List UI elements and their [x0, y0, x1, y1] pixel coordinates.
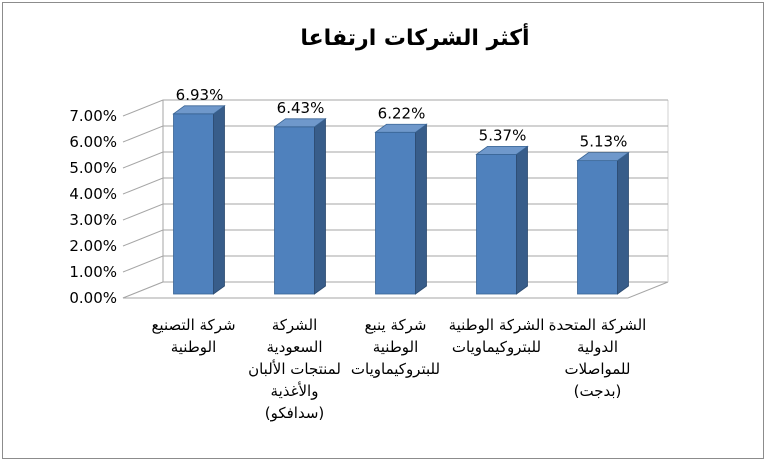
category-label-line: شركة ينبع [364, 316, 426, 334]
category-label-line: السعودية [266, 338, 322, 356]
category-label: الشركة السعودية لمنتجات الألبان والأغذية (سد… [248, 316, 341, 422]
data-label: 5.13% [580, 133, 628, 151]
bar-side [516, 145, 528, 295]
y-axis-ticks: 0.00% 1.00% 2.00% 3.00% 4.00% 5.00% 6.00% 7.00% [69, 107, 117, 307]
y-tick-label: 0.00% [69, 289, 117, 307]
data-label: 6.43% [277, 99, 325, 117]
bar-top [374, 123, 428, 133]
gridline [122, 125, 668, 143]
category-label-line: لمنتجات الألبان [248, 359, 341, 378]
chart-title: أكثر الشركات ارتفاعا [300, 22, 529, 51]
bars [172, 105, 630, 295]
bar-front [173, 113, 214, 295]
data-label: 5.37% [479, 126, 527, 144]
bar-front [577, 160, 618, 295]
category-label-line: (سدافكو) [265, 404, 325, 422]
category-labels: شركة التصنيع الوطنية الشركة السعودية لمنتجات… [151, 316, 646, 422]
category-label-line: للمواصلات [565, 360, 631, 378]
y-tick-label: 3.00% [69, 211, 117, 229]
bar-front [375, 131, 416, 295]
category-label: شركة ينبع الوطنية للبتروكيماويات [351, 316, 440, 378]
category-label-line: الوطنية [373, 338, 419, 356]
category-label-line: الشركة [272, 316, 318, 334]
y-tick-label: 5.00% [69, 159, 117, 177]
bar-side [415, 123, 427, 295]
bar-top [172, 105, 226, 115]
bar [172, 105, 226, 295]
side-wall-edge [122, 100, 164, 299]
bar [374, 123, 428, 295]
category-label: الشركة الوطنية للبتروكيماويات [449, 316, 545, 356]
y-tick-label: 7.00% [69, 107, 117, 125]
bar-top [273, 118, 327, 128]
category-label-line: الشركة الوطنية [449, 316, 545, 334]
category-label-line: للبتروكيماويات [351, 360, 440, 378]
y-tick-label: 4.00% [69, 185, 117, 203]
data-labels: 6.93% 6.43% 6.22% 5.37% 5.13% [176, 86, 628, 151]
category-label-line: والأغذية [271, 381, 319, 400]
bar [273, 118, 327, 295]
category-label-line: للبتروكيماويات [452, 338, 541, 356]
category-label-line: (بدجت) [574, 382, 622, 400]
bar-top [576, 152, 630, 162]
bar-side [617, 151, 629, 295]
category-label-line: الدولية [577, 338, 618, 356]
category-label: الشركة المتحدة الدولية للمواصلات (بدجت) [549, 316, 647, 400]
y-tick-label: 6.00% [69, 133, 117, 151]
category-label-line: الشركة المتحدة [549, 316, 647, 334]
category-label-line: شركة التصنيع [151, 316, 235, 334]
bar-front [476, 153, 517, 295]
category-label: شركة التصنيع الوطنية [151, 316, 235, 356]
bar [576, 151, 630, 295]
bar-side [314, 118, 326, 295]
gridline [122, 99, 668, 117]
y-tick-label: 1.00% [69, 263, 117, 281]
y-tick-label: 2.00% [69, 237, 117, 255]
bar-front [274, 126, 315, 295]
bar-side [213, 105, 225, 295]
data-label: 6.93% [176, 86, 224, 104]
data-label: 6.22% [378, 104, 426, 122]
bar-top [475, 145, 529, 155]
category-label-line: الوطنية [171, 338, 217, 356]
bar [475, 145, 529, 295]
